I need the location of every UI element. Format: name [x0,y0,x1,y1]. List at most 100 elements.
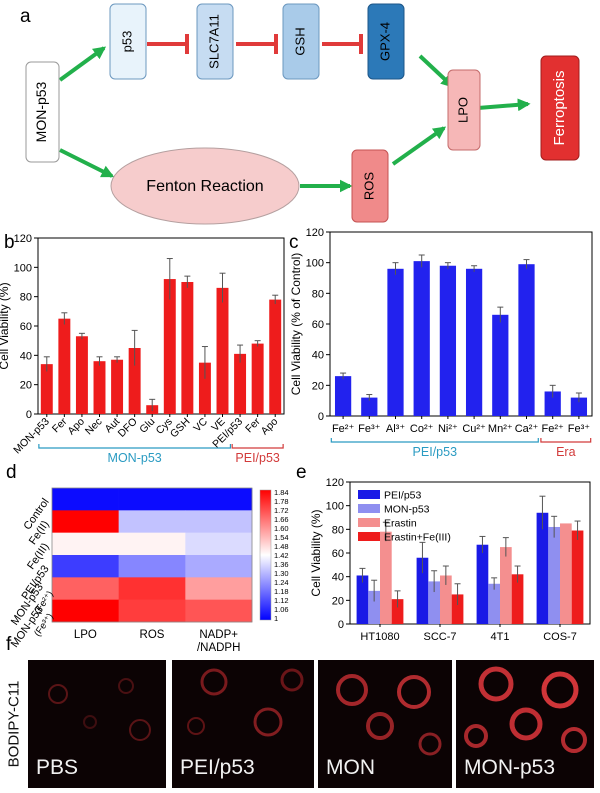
chart-b-group-bracket-0 [38,444,232,449]
pathway-arrows [58,34,531,193]
chart-b-xlabel-1: Fer [50,415,70,435]
heatmap-colorbar-tick-3: 1.66 [274,515,289,524]
micro-cells-mon [336,674,442,756]
chart-e-ytick-label-4: 80 [332,524,344,536]
heatmap-cell-0-0 [52,488,119,511]
heatmap-cell-1-2 [185,510,253,533]
heatmap-colorbar-tick-4: 1.60 [274,524,289,533]
node-lpo [447,69,481,151]
micro-image-pbs: PBS [28,660,166,788]
chart-b-plot-frame [37,237,285,415]
chart-e-bar-3-3 [571,530,584,624]
chart-e-bar-1-0 [368,590,380,624]
figure-canvas: a MON-p53 p53 SLC7A11 GSH GPX-4 LPO [0,3,593,655]
node-gpx4-label: GPX-4 [377,22,392,61]
chart-b-bar-13 [269,299,282,414]
heatmap-cell-5-0 [52,599,119,623]
chart-e-legend-label-2: Erastin [384,518,417,530]
node-fenton-reaction [110,147,300,225]
heatmap-cell-1-0 [52,510,119,533]
chart-e-legend-label-1: MON-p53 [384,504,430,516]
chart-e-ytick-label-0: 0 [338,619,344,631]
chart-e-legend-swatch-1 [358,504,380,513]
arrow-lpo-to-ferroptosis [477,98,531,112]
chart-c-xlabel-9: Fe³⁺ [568,423,591,435]
chart-c-bar-4 [439,265,457,416]
heatmap-col-label-2-0: NADP+ [199,629,238,641]
panel-letter-d: d [6,462,17,483]
chart-e-legend-label-0: PEI/p53 [384,490,422,502]
chart-e-bar-2-3 [560,523,572,624]
chart-e-bar-2-2 [500,547,512,624]
heatmap-cell-4-1 [118,577,186,600]
chart-b-bar-4 [111,359,124,414]
chart-b-ytick-label-4: 80 [20,292,32,304]
chart-b-ytick-label-1: 20 [20,380,32,392]
chart-e-ylabel: Cell Viability (%) [309,509,323,596]
chart-b-xlabel-9: VC [191,415,210,434]
chart-b-bar-1 [58,318,71,414]
node-slc7a11 [196,3,234,80]
chart-b-ytick-label-3: 60 [20,321,32,333]
chart-e-bar-0-0 [356,575,369,624]
chart-e-xlabel-2: 4T1 [491,631,510,643]
chart-b-xlabel-5: DFO [116,416,140,440]
node-ros-label: ROS [361,172,376,201]
bodipy-label: BODIPY-C11 [5,680,23,768]
heatmap-colorbar-tick-0: 1.84 [274,488,289,497]
chart-e-legend-swatch-0 [358,490,380,499]
chart-c-xlabel-2: Al³⁺ [386,423,405,435]
heatmap-cell-2-1 [118,532,186,556]
chart-b-bar-2 [75,336,88,414]
chart-b-xlabel-12: Fer [243,415,263,435]
arrow-mon-to-fenton [59,148,115,178]
chart-c-ylabel: Cell Viability (% of Control) [289,253,303,396]
chart-c-ytick-label-6: 120 [306,227,324,239]
chart-e-bar-1-1 [428,581,440,624]
panel-letter-f: f [6,634,12,655]
heatmap-cell-2-2 [185,532,253,556]
heatmap-col-label-0-0: LPO [74,629,97,641]
heatmap-colorbar-tick-11: 1.18 [274,587,289,596]
chart-c-bar-2 [387,268,404,416]
chart-c-group-bracket-0 [330,438,539,443]
chart-b-ytick-label-5: 100 [14,262,32,274]
chart-c-xlabel-5: Cu²⁺ [462,423,486,435]
chart-c-group-label-1: Era [556,445,576,459]
chart-c-ytick-label-4: 80 [312,288,324,300]
chart-b-xlabel-8: GSH [168,416,193,441]
chart-c-ytick-label-5: 100 [306,258,324,270]
node-lpo-label: LPO [455,97,470,123]
chart-b-group-bracket-1 [231,444,284,449]
chart-e-bar-2-1 [440,575,452,624]
chart-e-legend-swatch-3 [358,532,380,541]
heatmap-col-label-2-1: /NADPH [197,642,240,654]
heatmap-colorbar-tick-6: 1.48 [274,542,289,551]
chart-d-heatmap: ControlFe(II)Fe(III)PEI/p53MON-p53(Fe²⁺)… [9,487,289,654]
chart-b-bar-10 [216,287,229,414]
heatmap-colorbar-tick-12: 1.12 [274,596,289,605]
chart-c-bar-7 [518,264,535,416]
node-p53-label: p53 [119,31,134,53]
chart-b-ytick-label-2: 40 [20,350,32,362]
heatmap-colorbar-tick-1: 1.78 [274,497,289,506]
chart-e-xlabel-1: SCC-7 [423,631,456,643]
chart-b-bar-11 [234,353,247,414]
chart-e-xlabel-3: COS-7 [543,631,577,643]
heatmap-frame [51,487,253,623]
micro-label-pbs: PBS [36,756,79,779]
inhibition-arrows [147,34,363,54]
heatmap-cell-3-2 [185,555,253,578]
chart-e-ytick-label-2: 40 [332,572,344,584]
node-gpx4 [367,3,405,80]
chart-c-group-bracket-1 [540,438,592,443]
chart-b-xlabel-3: Nec [83,416,105,438]
chart-e-bar-0-3 [536,512,549,624]
panel-letter-a: a [20,6,31,27]
chart-c-bar-8 [544,391,561,416]
heatmap-cell-0-1 [118,488,186,511]
node-ferroptosis [540,55,580,161]
chart-c-xlabel-7: Ca²⁺ [515,423,539,435]
chart-c-bar-0 [334,376,352,416]
chart-c-bar-6 [492,314,509,416]
